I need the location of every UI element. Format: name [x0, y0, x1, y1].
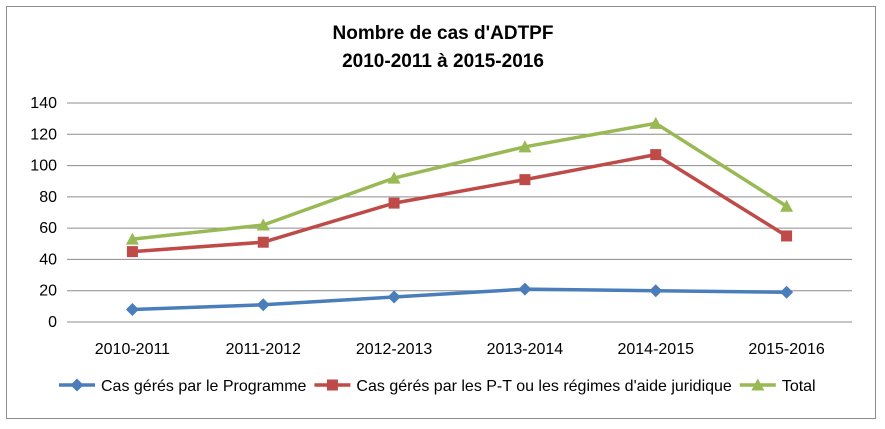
data-point: [126, 246, 138, 258]
legend-swatch-marker: [751, 378, 765, 391]
series-layer: [125, 116, 794, 316]
legend-item: Cas gérés par les P-T ou les régimes d'a…: [314, 378, 732, 395]
data-point: [518, 282, 532, 296]
gridlines: [67, 102, 852, 323]
x-tick-label: 2012-2013: [356, 341, 433, 358]
series-line: [132, 287, 787, 312]
data-point: [388, 197, 400, 209]
x-tick-label: 2015-2016: [748, 341, 825, 358]
y-tick-label: 40: [39, 251, 57, 268]
series-line: [132, 121, 788, 241]
y-tick-label: 120: [30, 126, 57, 143]
x-tick-label: 2010-2011: [95, 341, 170, 358]
y-tick-label: 60: [39, 220, 57, 237]
data-point: [256, 298, 270, 312]
data-point: [257, 236, 269, 248]
x-axis-ticks: 2010-2011 2011-2012 2012-2013 2013-2014 2014…: [95, 341, 825, 358]
data-point: [649, 116, 663, 129]
chart-title-line-2: 2010-2011 à 2015-2016: [342, 51, 544, 72]
legend-label: Total: [782, 378, 816, 395]
data-point: [780, 285, 794, 299]
chart-title-line-1: Nombre de cas d'ADTPF: [333, 23, 554, 44]
data-point: [780, 199, 794, 212]
legend-item: Cas gérés par le Programme: [59, 378, 307, 395]
x-tick-label: 2011-2012: [226, 341, 301, 358]
data-point: [387, 290, 401, 304]
data-point: [781, 230, 793, 242]
y-tick-label: 80: [39, 189, 57, 206]
data-point: [649, 284, 663, 298]
series-3: [125, 116, 794, 245]
y-tick-label: 0: [48, 314, 57, 331]
data-point: [125, 232, 139, 245]
data-point: [519, 174, 531, 186]
legend-item: Total: [739, 378, 816, 395]
data-point: [387, 171, 401, 184]
series-line: [132, 152, 788, 254]
y-tick-label: 100: [30, 158, 57, 175]
legend-label: Cas gérés par les P-T ou les régimes d'a…: [356, 378, 731, 395]
y-axis-ticks: 0 20 40 60 80 100 120 140: [30, 95, 57, 331]
x-tick-label: 2014-2015: [617, 341, 694, 358]
series-2: [126, 149, 793, 258]
chart-frame: [6, 6, 876, 419]
x-tick-label: 2013-2014: [487, 341, 564, 358]
legend-label: Cas gérés par le Programme: [101, 378, 307, 395]
y-tick-label: 140: [30, 95, 57, 112]
data-point: [518, 140, 532, 153]
data-point: [125, 302, 139, 316]
y-tick-label: 20: [39, 283, 57, 300]
data-point: [256, 218, 270, 231]
legend-swatch-marker: [70, 378, 84, 392]
data-point: [650, 149, 662, 161]
legend: Cas gérés par le Programme Cas gérés par …: [59, 378, 816, 395]
series-1: [125, 282, 794, 316]
legend-swatch-marker: [326, 379, 338, 391]
